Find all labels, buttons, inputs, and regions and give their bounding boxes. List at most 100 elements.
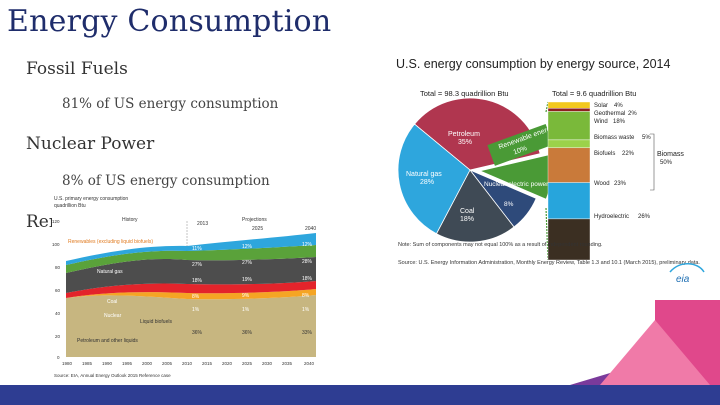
pie-chart-panel: U.S. energy consumption by energy source… <box>392 50 720 286</box>
biomass-bracket-label: Biomass <box>657 151 684 158</box>
sub-bullet-fossil-fuels: 81% of US energy consumption <box>62 96 279 112</box>
natural-gas-area-label: Natural gas <box>97 269 123 275</box>
pct-2025-petroleum: 36% <box>242 330 253 336</box>
nuclear-slice-pct: 8% <box>504 201 514 208</box>
wood-pct: 23% <box>614 181 627 187</box>
renewables-bar-biomass-waste <box>547 139 591 149</box>
pie-slice-natural-gas <box>397 123 471 235</box>
pie-slices <box>397 97 553 243</box>
total-left-label: Total = 98.3 quadrillion Btu <box>420 89 509 98</box>
layer-renewables <box>66 233 316 265</box>
coal-slice-label: Coal <box>460 208 475 215</box>
y-tick-100: 100 <box>52 242 60 247</box>
x-tick-1990: 1990 <box>102 361 113 366</box>
x-tick-2030: 2030 <box>262 361 273 366</box>
area-chart-title-1: U.S. primary energy consumption <box>54 196 128 202</box>
y-tick-40: 40 <box>55 311 61 316</box>
renewables-bar-hydroelectric <box>547 218 591 261</box>
pie-note: Note: Sum of components may not equal 10… <box>398 242 603 248</box>
wood-label: Wood <box>594 181 610 187</box>
pie-chart-svg: U.S. energy consumption by energy source… <box>396 57 705 285</box>
pct-2040-coal: 18% <box>302 276 313 282</box>
pink-diamond <box>600 320 710 385</box>
x-tick-1980: 1980 <box>62 361 73 366</box>
year-2025-label: 2025 <box>252 226 263 232</box>
year-2040-label: 2040 <box>305 226 316 232</box>
liquid-biofuels-area-label: Liquid biofuels <box>140 319 172 325</box>
pie-source: Source: U.S. Energy Information Administ… <box>398 260 700 266</box>
layer-liquid-biofuels <box>66 289 316 300</box>
pct-column-2013: 11% 27% 18% 8% 1% 36% <box>192 246 203 336</box>
hydro-label: Hydroelectric <box>594 214 629 220</box>
y-tick-60: 60 <box>55 288 61 293</box>
pct-2040-petroleum: 33% <box>302 330 313 336</box>
pct-2013-gas: 27% <box>192 262 203 268</box>
pct-2025-biofuels: 1% <box>242 307 250 313</box>
natural-gas-slice-label: Natural gas <box>406 171 442 178</box>
renewables-bar-wind <box>547 111 591 141</box>
petroleum-slice-label: Petroleum <box>448 131 480 138</box>
layer-nuclear <box>66 281 316 298</box>
area-chart-source: Source: EIA, Annual Energy Outlook 2015 … <box>54 373 171 378</box>
x-tick-2010: 2010 <box>182 361 193 366</box>
x-tick-2025: 2025 <box>242 361 253 366</box>
slide-title: Energy Consumption <box>7 4 332 39</box>
natural-gas-slice-pct: 28% <box>420 179 434 186</box>
renewables-bar-labels: Solar 4% Geothermal 2% Wind 18% Biomass … <box>594 103 651 220</box>
pct-2013-nuclear: 8% <box>192 294 200 300</box>
renewables-area-label: Renewables (excluding liquid biofuels) <box>68 239 153 245</box>
pct-2040-nuclear: 8% <box>302 293 310 299</box>
bullet-fossil-fuels: Fossil Fuels <box>26 59 128 79</box>
solar-label: Solar <box>594 103 608 109</box>
wind-label: Wind <box>594 119 608 125</box>
pct-2025-coal: 19% <box>242 277 253 283</box>
hydro-pct: 26% <box>638 214 651 220</box>
solar-pct: 4% <box>614 103 623 109</box>
pie-chart-title: U.S. energy consumption by energy source… <box>396 57 671 71</box>
x-tick-2035: 2035 <box>282 361 293 366</box>
renewables-bar <box>547 101 591 261</box>
pct-2025-gas: 27% <box>242 260 253 266</box>
projections-label: Projections <box>242 217 267 223</box>
renewables-bar-wood <box>547 182 591 220</box>
layer-coal <box>66 257 316 293</box>
wind-pct: 18% <box>613 119 626 125</box>
biomass-bracket-pct: 50% <box>660 160 673 166</box>
x-tick-2005: 2005 <box>162 361 173 366</box>
pct-2040-renewables: 12% <box>302 242 313 248</box>
pct-column-2025: 12% 27% 19% 9% 1% 36% <box>242 244 253 336</box>
x-axis-ticks: 1980 1985 1990 1995 2000 2005 2010 2015 … <box>62 361 315 366</box>
bullet-renewables: Renewables <box>26 212 52 232</box>
petroleum-slice-pct: 35% <box>458 139 472 146</box>
x-tick-1995: 1995 <box>122 361 133 366</box>
pct-column-2040: 12% 28% 18% 8% 1% 33% <box>302 242 313 336</box>
y-tick-20: 20 <box>55 334 61 339</box>
layer-petroleum <box>66 295 316 357</box>
nuclear-slice-label: Nuclear electric power <box>484 181 549 188</box>
nuclear-area-label: Nuclear <box>104 313 122 319</box>
renewables-bar-solar <box>547 101 591 109</box>
bullet-nuclear-power: Nuclear Power <box>26 134 155 154</box>
y-tick-0: 0 <box>57 355 60 360</box>
coal-slice-pct: 18% <box>460 216 474 223</box>
y-tick-120: 120 <box>52 219 60 224</box>
sub-bullet-nuclear-power: 8% of US energy consumption <box>62 173 270 189</box>
geothermal-label: Geothermal <box>594 111 625 117</box>
pct-2040-biofuels: 1% <box>302 307 310 313</box>
pct-2013-petroleum: 36% <box>192 330 203 336</box>
area-chart-svg: U.S. primary energy consumption quadrill… <box>52 196 316 378</box>
year-2013-label: 2013 <box>197 221 208 227</box>
biomass-waste-label: Biomass waste <box>594 135 635 141</box>
coal-area-label: Coal <box>107 299 117 305</box>
x-tick-2020: 2020 <box>222 361 233 366</box>
petroleum-area-label: Petroleum and other liquids <box>77 338 138 344</box>
y-tick-80: 80 <box>55 265 61 270</box>
pct-2025-nuclear: 9% <box>242 293 250 299</box>
pct-2040-gas: 28% <box>302 259 313 265</box>
layer-natural-gas <box>66 245 316 273</box>
pct-2013-coal: 18% <box>192 278 203 284</box>
bottom-bar <box>0 385 720 405</box>
stacked-area-chart: U.S. primary energy consumption quadrill… <box>52 193 332 385</box>
biofuels-label: Biofuels <box>594 151 615 157</box>
biofuels-pct: 22% <box>622 151 635 157</box>
